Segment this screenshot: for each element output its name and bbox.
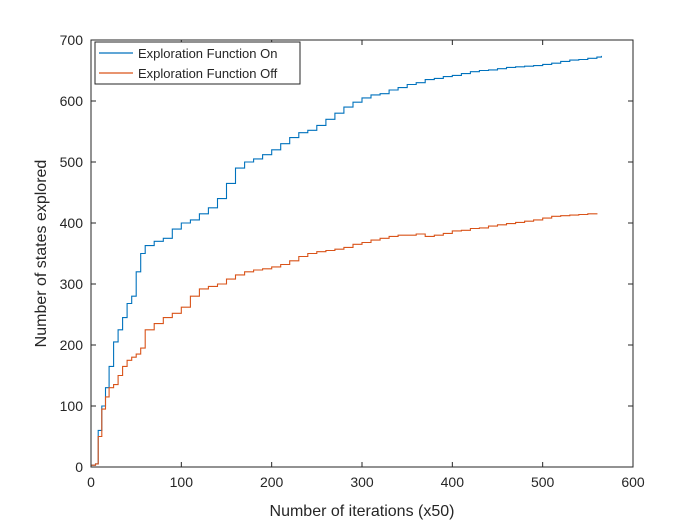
x-tick-label: 600 bbox=[621, 474, 645, 490]
x-axis-label: Number of iterations (x50) bbox=[270, 503, 455, 520]
y-tick-label: 0 bbox=[75, 459, 83, 475]
y-tick-label: 300 bbox=[60, 276, 84, 292]
y-tick-label: 500 bbox=[60, 154, 84, 170]
x-tick-label: 0 bbox=[87, 474, 95, 490]
y-tick-label: 700 bbox=[60, 32, 84, 48]
legend-box bbox=[94, 41, 301, 85]
legend-label: Exploration Function On bbox=[138, 46, 277, 61]
x-tick-label: 200 bbox=[260, 474, 284, 490]
y-tick-label: 400 bbox=[60, 215, 84, 231]
axis-ticks: 0 100 200 300 400 500 600 0 100 200 300 400 500 600 70… bbox=[60, 32, 645, 490]
y-tick-label: 600 bbox=[60, 93, 84, 109]
y-tick-label: 100 bbox=[60, 398, 84, 414]
x-tick-label: 300 bbox=[350, 474, 374, 490]
legend-label: Exploration Function Off bbox=[138, 66, 278, 81]
series-line-exploration-off bbox=[91, 213, 598, 466]
x-tick-label: 400 bbox=[441, 474, 465, 490]
plot-area bbox=[90, 39, 634, 468]
y-axis-label: Number of states explored bbox=[33, 160, 50, 348]
x-tick-label: 500 bbox=[531, 474, 555, 490]
y-tick-label: 200 bbox=[60, 337, 84, 353]
x-tick-label: 100 bbox=[170, 474, 194, 490]
series-lines bbox=[91, 55, 602, 466]
legend: Exploration Function On Exploration Funct… bbox=[94, 41, 301, 85]
series-line-exploration-on bbox=[91, 55, 602, 466]
